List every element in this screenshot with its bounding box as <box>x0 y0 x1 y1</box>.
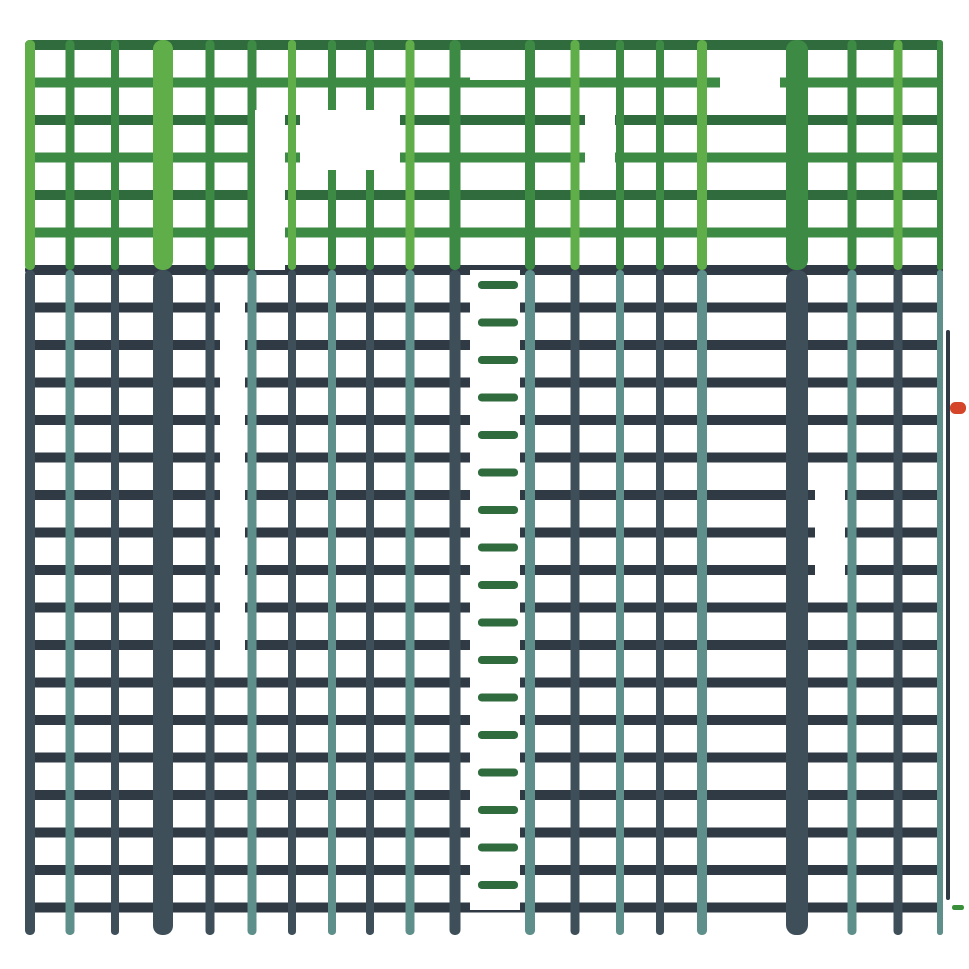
edge-border-line <box>946 330 950 900</box>
grid-vertical-line-bottom <box>405 270 415 935</box>
grid-vertical-line-bottom <box>525 270 535 935</box>
grid-vertical-line-top <box>153 40 173 270</box>
gap-dash <box>478 806 518 814</box>
gap-dash <box>478 281 518 289</box>
lattice-gap <box>220 290 245 650</box>
gap-dash <box>478 318 518 327</box>
grid-vertical-line-top <box>405 40 415 270</box>
edge-accent-red <box>950 402 966 414</box>
gap-dash <box>478 693 518 702</box>
grid-vertical-line-top <box>111 40 119 270</box>
grid-vertical-line-bottom <box>656 270 664 935</box>
gap-dash <box>478 843 518 852</box>
grid-vertical-line-top <box>449 40 461 270</box>
grid-vertical-line-top <box>570 40 580 270</box>
lattice-gap <box>255 110 285 270</box>
edge-accent-green <box>952 905 964 910</box>
grid-vertical-line-top <box>893 40 903 270</box>
gap-dash <box>478 543 518 552</box>
gap-dash <box>478 768 518 777</box>
grid-vertical-line-bottom <box>205 270 215 935</box>
grid-vertical-line-bottom <box>616 270 624 935</box>
grid-vertical-line-bottom <box>570 270 580 935</box>
lattice-gap <box>585 100 615 180</box>
grid-vertical-line-bottom <box>937 270 943 935</box>
grid-vertical-line-top <box>847 40 857 270</box>
lattice-gap <box>470 270 520 910</box>
grid-lattice-icon <box>25 40 943 935</box>
grid-vertical-line-bottom <box>697 270 707 935</box>
grid-vertical-line-bottom <box>25 270 35 935</box>
grid-vertical-line-bottom <box>153 270 173 935</box>
gap-dash <box>478 393 518 402</box>
grid-vertical-line-top <box>247 40 257 270</box>
grid-vertical-line-bottom <box>247 270 257 935</box>
grid-vertical-line-top <box>525 40 535 270</box>
grid-vertical-line-bottom <box>366 270 374 935</box>
gap-dash <box>478 506 518 514</box>
lattice-gap <box>300 110 400 170</box>
gap-dash <box>478 356 518 364</box>
grid-vertical-line-top <box>616 40 624 270</box>
grid-vertical-line-top <box>25 40 35 270</box>
lattice-gap <box>720 60 780 90</box>
grid-vertical-line-bottom <box>847 270 857 935</box>
grid-vertical-line-bottom <box>786 270 808 935</box>
grid-vertical-line-bottom <box>65 270 75 935</box>
edge-accents <box>946 330 966 910</box>
gap-dash <box>478 581 518 589</box>
gap-dash <box>478 656 518 664</box>
grid-vertical-line-bottom <box>328 270 336 935</box>
lattice-gap <box>470 60 525 80</box>
grid-vertical-line-top <box>937 40 943 270</box>
grid-vertical-line-top <box>205 40 215 270</box>
gap-dash <box>478 431 518 439</box>
grid-vertical-line-top <box>656 40 664 270</box>
grid-vertical-line-bottom <box>288 270 296 935</box>
grid-vertical-line-top <box>288 40 296 270</box>
gap-dash <box>478 618 518 627</box>
grid-vertical-line-bottom <box>449 270 461 935</box>
grid-vertical-line-bottom <box>893 270 903 935</box>
grid-vertical-line-top <box>697 40 707 270</box>
lattice-gap <box>815 480 845 600</box>
gap-dash <box>478 468 518 477</box>
gap-dash <box>478 881 518 889</box>
grid-vertical-line-bottom <box>111 270 119 935</box>
grid-vertical-line-top <box>65 40 75 270</box>
grid-vertical-line-top <box>786 40 808 270</box>
gap-dash <box>478 731 518 739</box>
